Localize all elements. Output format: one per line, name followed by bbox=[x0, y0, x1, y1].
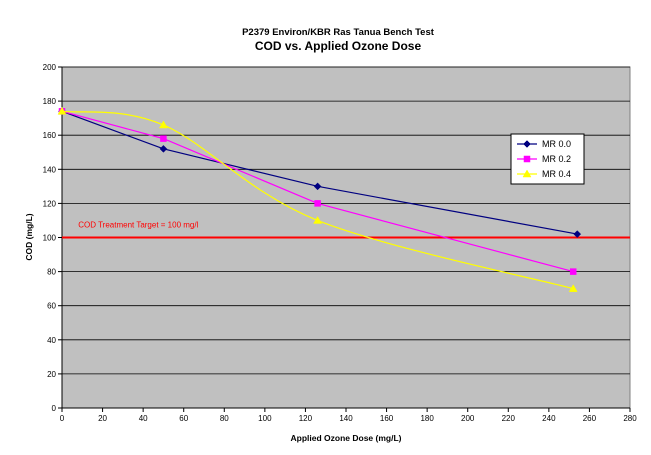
x-axis-label: Applied Ozone Dose (mg/L) bbox=[291, 433, 402, 443]
y-tick-label-3: 60 bbox=[47, 302, 56, 311]
x-tick-label-13: 260 bbox=[583, 414, 597, 423]
y-tick-label-7: 140 bbox=[43, 165, 57, 174]
x-tick-label-14: 280 bbox=[623, 414, 637, 423]
y-tick-label-5: 100 bbox=[43, 234, 57, 243]
legend-marker-0 bbox=[523, 140, 531, 148]
series-0-point-1 bbox=[159, 144, 168, 153]
legend-label-1: MR 0.2 bbox=[542, 154, 571, 164]
series-1-point-1 bbox=[160, 135, 167, 142]
x-tick-label-4: 80 bbox=[220, 414, 229, 423]
y-axis-label: COD (mg/L) bbox=[24, 213, 34, 260]
series-0-point-3 bbox=[573, 230, 582, 238]
legend-marker-2 bbox=[522, 169, 532, 178]
legend-label-0: MR 0.0 bbox=[542, 139, 571, 149]
series-1-point-2 bbox=[314, 200, 321, 207]
legend-label-2: MR 0.4 bbox=[542, 169, 571, 179]
series-0-point-2 bbox=[313, 182, 322, 191]
series-line-2 bbox=[61, 110, 574, 290]
x-tick-label-5: 100 bbox=[258, 414, 272, 423]
x-tick-label-7: 140 bbox=[339, 414, 353, 423]
x-tick-label-2: 40 bbox=[139, 414, 148, 423]
x-tick-label-1: 20 bbox=[98, 414, 107, 423]
legend-marker-1 bbox=[523, 155, 531, 163]
x-tick-label-8: 160 bbox=[380, 414, 394, 423]
y-tick-label-6: 120 bbox=[43, 199, 57, 208]
x-tick-label-3: 60 bbox=[179, 414, 188, 423]
legend: MR 0.0 MR 0.2 MR 0.4 bbox=[510, 133, 585, 185]
series-2-point-1 bbox=[158, 120, 168, 129]
y-tick-label-8: 160 bbox=[43, 131, 57, 140]
y-tick-label-0: 0 bbox=[52, 404, 57, 413]
x-tick-label-10: 200 bbox=[461, 414, 475, 423]
y-tick-label-10: 200 bbox=[43, 63, 57, 72]
series-2-point-3 bbox=[568, 284, 578, 292]
series-2-point-2 bbox=[313, 215, 323, 224]
x-tick-label-12: 240 bbox=[542, 414, 556, 423]
plot-area: 0 20 40 60 80 100 120 140 160 180 200 0 20 40 60 80 100 1… bbox=[43, 63, 638, 423]
x-tick-label-0: 0 bbox=[60, 414, 65, 423]
series-2-point-0 bbox=[57, 106, 67, 115]
chart-subtitle: P2379 Environ/KBR Ras Tanua Bench Test bbox=[242, 27, 435, 38]
y-tick-label-2: 40 bbox=[47, 336, 56, 345]
x-tick-label-9: 180 bbox=[420, 414, 434, 423]
target-line-label: COD Treatment Target = 100 mg/l bbox=[78, 220, 198, 229]
series-1-point-3 bbox=[569, 268, 577, 275]
x-tick-label-6: 120 bbox=[299, 414, 313, 423]
series-line-0 bbox=[61, 110, 578, 235]
chart-title: COD vs. Applied Ozone Dose bbox=[255, 39, 422, 53]
y-tick-label-4: 80 bbox=[47, 268, 56, 277]
y-tick-label-1: 20 bbox=[47, 370, 56, 379]
series-line-1 bbox=[61, 110, 574, 273]
x-tick-label-11: 220 bbox=[502, 414, 516, 423]
y-tick-label-9: 180 bbox=[43, 97, 57, 106]
